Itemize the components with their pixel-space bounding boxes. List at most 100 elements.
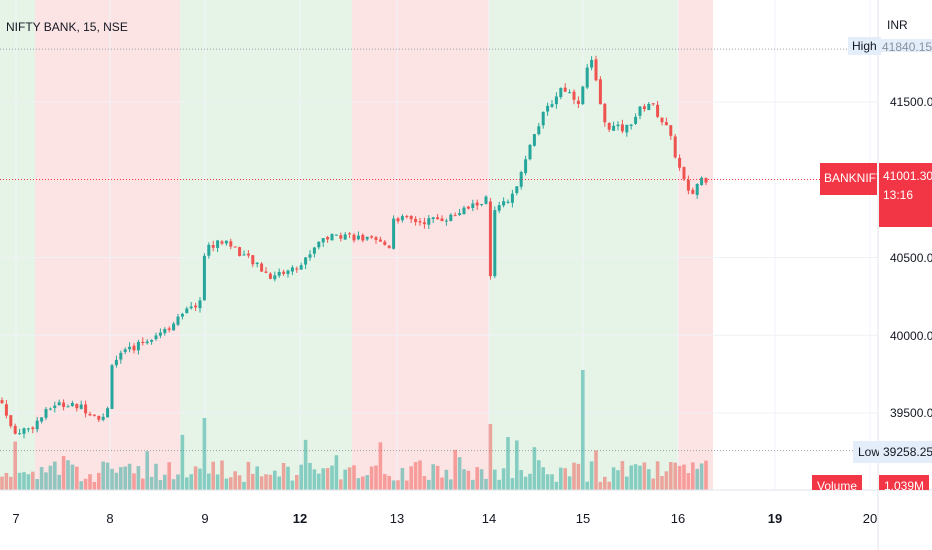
volume-bar-122 (537, 460, 541, 490)
x-tick-13: 13 (389, 511, 405, 526)
candle-body-158 (695, 183, 699, 195)
volume-bar-138 (607, 481, 611, 490)
candle-body-23 (101, 416, 105, 420)
volume-bar-51 (224, 478, 229, 490)
candle-body-136 (598, 79, 602, 105)
volume-bar-2 (9, 476, 13, 490)
candle-body-26 (114, 359, 118, 366)
volume-bar-155 (682, 464, 686, 490)
candle-body-5 (22, 428, 26, 434)
candle-body-0 (0, 400, 4, 404)
candle-body-143 (629, 124, 633, 126)
session-band-3 (352, 0, 489, 490)
volume-value: 1.039M (879, 475, 930, 490)
candle-body-141 (620, 124, 624, 132)
high-label: High (848, 37, 881, 55)
candle-body-15 (66, 406, 70, 408)
candle-body-20 (88, 413, 92, 416)
volume-bar-15 (66, 460, 70, 490)
volume-bar-117 (515, 440, 519, 490)
candle-body-103 (453, 215, 457, 217)
volume-bar-78 (343, 469, 347, 490)
candle-body-68 (299, 265, 303, 270)
volume-bar-104 (457, 457, 462, 490)
low-label: Low (853, 441, 886, 463)
candle-body-160 (704, 178, 708, 183)
candle-body-12 (53, 405, 57, 409)
volume-bar-53 (233, 471, 237, 490)
volume-bar-18 (79, 481, 83, 490)
volume-bar-114 (501, 468, 506, 490)
session-band-5 (678, 0, 713, 490)
candle-body-152 (669, 125, 673, 136)
x-tick-7: 7 (12, 511, 20, 526)
candle-body-6 (26, 428, 30, 430)
candle-body-28 (123, 349, 127, 352)
candle-body-97 (427, 218, 431, 225)
candle-body-100 (440, 218, 444, 222)
candle-body-53 (233, 246, 237, 248)
candle-body-119 (524, 159, 528, 174)
candle-body-44 (194, 305, 198, 308)
candle-body-116 (510, 193, 514, 203)
volume-bar-146 (642, 462, 647, 490)
volume-bar-66 (290, 480, 295, 490)
candle-body-13 (57, 402, 61, 406)
candle-body-62 (273, 275, 277, 280)
volume-bar-69 (303, 439, 308, 490)
candle-body-153 (673, 136, 677, 158)
candle-body-105 (462, 207, 466, 215)
candle-body-63 (277, 271, 281, 276)
volume-bar-9 (39, 467, 44, 490)
volume-bar-84 (369, 466, 374, 490)
candle-body-81 (356, 235, 360, 240)
candle-body-125 (550, 104, 554, 107)
volume-bar-140 (616, 470, 620, 490)
candle-body-70 (308, 254, 312, 258)
volume-bar-54 (237, 475, 242, 490)
volume-bar-102 (449, 479, 453, 490)
candle-body-46 (202, 255, 206, 301)
candle-body-146 (642, 106, 646, 110)
volume-bar-28 (123, 466, 127, 490)
y-tick-41500: 41500.00 (890, 95, 932, 109)
candle-body-16 (70, 402, 74, 407)
candle-body-51 (224, 240, 228, 244)
volume-bar-12 (53, 461, 57, 490)
volume-bar-144 (633, 464, 638, 490)
candle-body-71 (312, 247, 316, 254)
volume-bar-112 (493, 469, 497, 490)
candle-body-80 (352, 234, 356, 241)
volume-bar-71 (312, 469, 317, 490)
volume-bar-43 (189, 474, 193, 490)
volume-bar-67 (295, 474, 299, 490)
candle-body-106 (466, 206, 470, 209)
volume-bar-25 (110, 468, 114, 490)
candle-body-133 (585, 67, 589, 88)
candle-body-73 (321, 238, 325, 243)
volume-bar-152 (669, 461, 673, 490)
high-value: 41840.15 (879, 39, 932, 52)
volume-bar-118 (519, 470, 523, 490)
candle-body-135 (594, 59, 598, 81)
volume-bar-63 (277, 476, 281, 490)
volume-bar-137 (603, 476, 607, 490)
session-band-2 (180, 0, 352, 490)
candle-body-59 (260, 263, 264, 272)
volume-bar-38 (167, 462, 171, 490)
candle-body-24 (106, 408, 110, 418)
volume-bar-106 (466, 470, 471, 490)
candle-body-32 (141, 341, 145, 343)
candle-body-34 (150, 340, 154, 342)
candle-body-78 (343, 234, 347, 240)
volume-bar-10 (44, 472, 48, 490)
candle-body-47 (207, 244, 211, 256)
volume-bar-154 (677, 465, 682, 490)
candle-body-9 (40, 417, 44, 422)
candle-body-157 (691, 189, 695, 194)
candle-body-21 (92, 414, 96, 416)
volume-bar-120 (528, 473, 532, 490)
volume-bar-86 (378, 442, 383, 490)
candle-body-151 (664, 122, 668, 126)
